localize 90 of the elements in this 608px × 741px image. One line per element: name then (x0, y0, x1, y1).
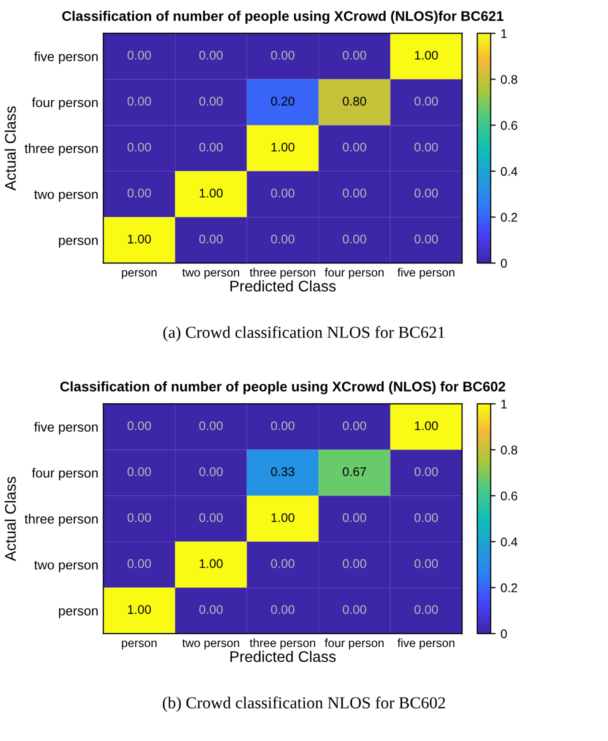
color-bar-label: 0.4 (500, 166, 518, 176)
x-tick-label: person (122, 270, 157, 279)
data-label: 0.00 (342, 559, 366, 568)
data-label: 1.00 (200, 559, 223, 568)
data-label: 0.00 (128, 142, 151, 152)
color-bar-label: 0.2 (500, 212, 518, 222)
data-label: 0.00 (271, 188, 294, 198)
x-tick-label: five person (398, 638, 454, 650)
data-label: 0.00 (199, 142, 223, 152)
y-tick-label: person (59, 608, 98, 618)
color-bar-label: 0 (500, 258, 507, 268)
data-label: 0.00 (342, 234, 366, 244)
data-label: 0.00 (128, 513, 151, 522)
data-label: 1.00 (128, 605, 151, 614)
data-label: 1.00 (415, 421, 438, 430)
data-label: 0.00 (414, 96, 438, 106)
color-bar-label: 0 (500, 629, 507, 638)
data-label: 0.00 (414, 605, 438, 614)
chart-title: Classification of number of people using XCrowd (NLOS) for BC602 (60, 381, 506, 394)
data-label: 0.00 (128, 188, 151, 198)
x-axis-title: Predicted Class (230, 650, 336, 662)
y-tick-label: four person (32, 468, 98, 480)
data-label: 0.00 (342, 513, 366, 522)
data-label: 0.00 (271, 559, 294, 568)
y-tick-label: four person (32, 97, 98, 110)
data-label: 0.67 (342, 467, 366, 476)
color-bar-label: 0.6 (500, 121, 518, 130)
y-tick-label: five person (34, 52, 98, 64)
data-label: 0.00 (414, 188, 438, 198)
data-label: 0.00 (271, 421, 294, 430)
data-label: 0.33 (271, 467, 294, 476)
data-label: 0.00 (199, 50, 223, 60)
data-label: 0.00 (414, 234, 438, 244)
data-label: 0.00 (342, 605, 366, 614)
data-label: 0.00 (342, 188, 366, 198)
x-tick-label: four person (324, 268, 384, 279)
x-tick-label: two person (182, 268, 240, 279)
y-tick-label: two person (34, 560, 98, 572)
data-label: 0.00 (271, 234, 294, 244)
color-bar-label: 0.6 (500, 492, 518, 500)
color-bar-label: 0.4 (500, 537, 518, 546)
color-bar-label: 0.8 (500, 446, 518, 454)
x-tick-label: five person (398, 268, 454, 279)
x-tick-label: person (122, 640, 157, 650)
x-tick-label: four person (324, 638, 384, 650)
data-label: 0.00 (128, 50, 151, 60)
data-label: 0.00 (342, 50, 366, 60)
x-tick-label: three person (250, 268, 316, 279)
data-label: 0.00 (199, 96, 223, 106)
chart-title: Classification of number of people using XCrowd (NLOS)for BC621 (62, 10, 504, 24)
y-tick-label: three person (24, 514, 98, 526)
color-bar-label: 1 (501, 29, 507, 38)
data-label: 0.00 (271, 50, 294, 60)
data-label: 1.00 (128, 234, 151, 244)
data-label: 0.00 (414, 142, 438, 152)
text: (b) Crowd classification NLOS for BC602 (162, 696, 445, 712)
data-label: 1.00 (415, 50, 438, 60)
data-label: 0.00 (199, 467, 223, 476)
data-label: 0.00 (342, 142, 366, 152)
y-tick-label: three person (24, 143, 98, 156)
data-label: 0.00 (414, 467, 438, 476)
data-label: 0.00 (199, 234, 223, 244)
color-bar-label: 1 (501, 400, 507, 408)
x-tick-label: three person (250, 638, 316, 650)
data-label: 0.00 (128, 467, 151, 476)
data-label: 1.00 (272, 142, 294, 152)
x-axis-title: Predicted Class (230, 280, 336, 292)
data-label: 0.00 (128, 96, 151, 106)
data-label: 1.00 (200, 188, 223, 198)
data-label: 0.00 (342, 421, 366, 430)
data-label: 0.00 (128, 421, 151, 430)
data-label: 1.00 (272, 513, 294, 522)
data-label: 0.20 (271, 96, 294, 106)
x-tick-label: two person (182, 639, 240, 650)
data-label: 0.00 (414, 559, 438, 568)
text: (a) Crowd classification NLOS for BC621 (163, 326, 444, 342)
y-tick-label: two person (34, 190, 98, 202)
data-label: 0.00 (199, 513, 223, 522)
data-label: 0.00 (199, 605, 223, 614)
y-tick-label: five person (34, 422, 98, 434)
data-label: 0.00 (414, 513, 438, 522)
color-bar-label: 0.2 (500, 583, 518, 592)
color-bar-label: 0.8 (500, 75, 518, 84)
y-tick-label: person (59, 238, 98, 248)
data-label: 0.00 (199, 421, 223, 430)
y-axis-title: Actual Class (4, 106, 16, 191)
data-label: 0.80 (342, 96, 366, 106)
data-label: 0.00 (128, 559, 151, 568)
data-label: 0.00 (271, 605, 294, 614)
y-axis-title: Actual Class (4, 476, 16, 562)
